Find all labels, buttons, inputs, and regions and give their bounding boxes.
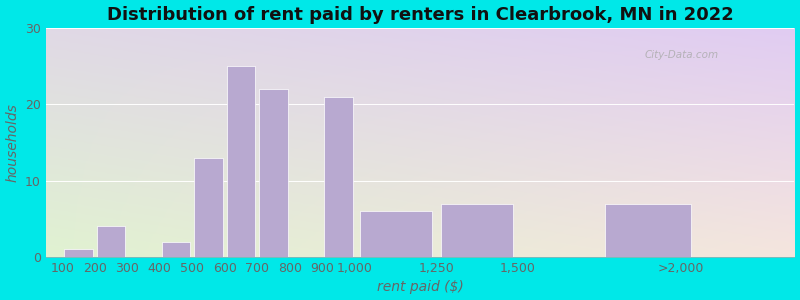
Bar: [360, 211, 431, 257]
Bar: [325, 97, 353, 257]
Bar: [605, 204, 691, 257]
Y-axis label: households: households: [6, 103, 19, 182]
Text: City-Data.com: City-Data.com: [645, 50, 719, 60]
X-axis label: rent paid ($): rent paid ($): [377, 280, 463, 294]
Bar: [97, 226, 126, 257]
Bar: [194, 158, 223, 257]
Title: Distribution of rent paid by renters in Clearbrook, MN in 2022: Distribution of rent paid by renters in …: [106, 6, 734, 24]
Bar: [442, 204, 513, 257]
Bar: [227, 66, 255, 257]
Bar: [259, 89, 288, 257]
Bar: [162, 242, 190, 257]
Bar: [64, 249, 93, 257]
